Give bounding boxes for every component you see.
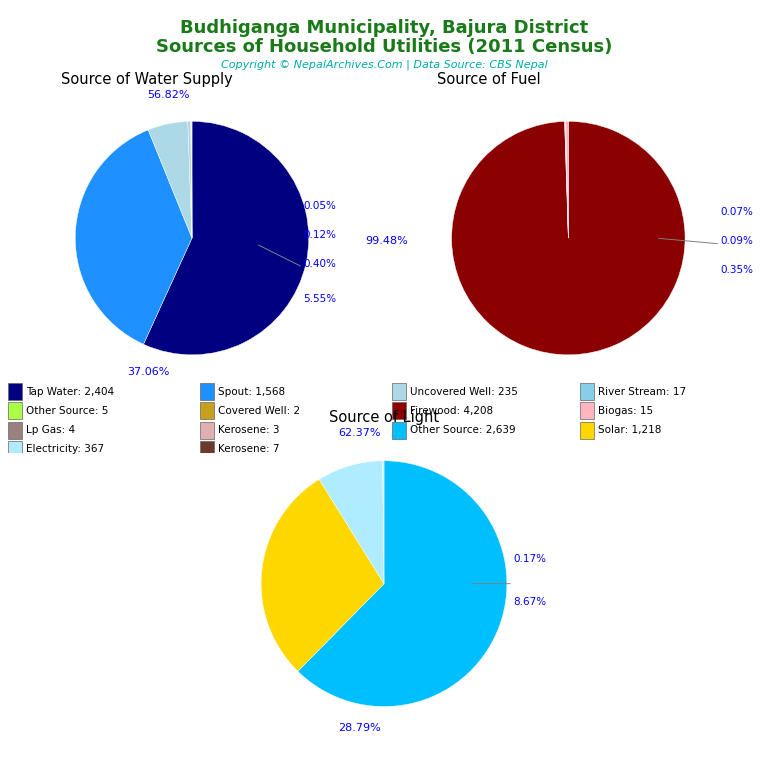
Text: Biogas: 15: Biogas: 15	[598, 406, 654, 416]
Text: 56.82%: 56.82%	[147, 90, 190, 100]
Bar	[580, 383, 594, 400]
Wedge shape	[148, 121, 192, 238]
Wedge shape	[144, 121, 309, 355]
Bar	[200, 383, 214, 400]
Text: 37.06%: 37.06%	[127, 367, 170, 377]
Text: Source of Fuel: Source of Fuel	[437, 72, 541, 87]
Wedge shape	[382, 461, 384, 584]
Text: Uncovered Well: 235: Uncovered Well: 235	[410, 386, 518, 397]
Bar	[200, 402, 214, 419]
Bar	[8, 383, 22, 400]
Text: 0.12%: 0.12%	[303, 230, 336, 240]
Bar	[392, 383, 406, 400]
Bar	[580, 402, 594, 419]
Wedge shape	[565, 121, 568, 238]
Wedge shape	[452, 121, 685, 355]
Text: River Stream: 17: River Stream: 17	[598, 386, 687, 397]
Text: Solar: 1,218: Solar: 1,218	[598, 425, 662, 435]
Bar	[580, 422, 594, 439]
Text: Other Source: 5: Other Source: 5	[26, 406, 108, 416]
Text: 0.35%: 0.35%	[720, 265, 753, 275]
Text: 0.17%: 0.17%	[513, 554, 546, 564]
Text: 28.79%: 28.79%	[338, 723, 381, 733]
Text: 5.55%: 5.55%	[303, 294, 336, 304]
Text: Tap Water: 2,404: Tap Water: 2,404	[26, 386, 114, 397]
Text: 62.37%: 62.37%	[338, 429, 381, 439]
Bar	[392, 402, 406, 419]
Text: Covered Well: 2: Covered Well: 2	[218, 406, 300, 416]
Text: 0.09%: 0.09%	[720, 236, 753, 246]
Bar	[200, 441, 214, 458]
Text: Lp Gas: 4: Lp Gas: 4	[26, 425, 75, 435]
Text: Budhiganga Municipality, Bajura District: Budhiganga Municipality, Bajura District	[180, 19, 588, 37]
Wedge shape	[261, 479, 384, 671]
Text: 0.40%: 0.40%	[303, 260, 336, 270]
Wedge shape	[298, 461, 507, 707]
Wedge shape	[188, 121, 192, 238]
Text: Source of Water Supply: Source of Water Supply	[61, 72, 233, 87]
Text: Electricity: 367: Electricity: 367	[26, 444, 104, 455]
Text: 99.48%: 99.48%	[365, 236, 408, 246]
Title: Source of Light: Source of Light	[329, 410, 439, 425]
Bar	[8, 422, 22, 439]
Bar	[8, 441, 22, 458]
Text: Other Source: 2,639: Other Source: 2,639	[410, 425, 516, 435]
Wedge shape	[190, 121, 192, 238]
Text: 0.05%: 0.05%	[303, 201, 336, 211]
Text: Firewood: 4,208: Firewood: 4,208	[410, 406, 493, 416]
Text: Copyright © NepalArchives.Com | Data Source: CBS Nepal: Copyright © NepalArchives.Com | Data Sou…	[220, 60, 548, 71]
Wedge shape	[566, 121, 568, 238]
Wedge shape	[564, 121, 568, 238]
Bar	[8, 402, 22, 419]
Bar	[200, 422, 214, 439]
Wedge shape	[75, 130, 192, 344]
Wedge shape	[319, 461, 384, 584]
Text: Spout: 1,568: Spout: 1,568	[218, 386, 285, 397]
Text: Sources of Household Utilities (2011 Census): Sources of Household Utilities (2011 Cen…	[156, 38, 612, 56]
Text: 0.07%: 0.07%	[720, 207, 753, 217]
Text: Kerosene: 7: Kerosene: 7	[218, 444, 280, 455]
Text: Kerosene: 3: Kerosene: 3	[218, 425, 280, 435]
Bar	[392, 422, 406, 439]
Text: 8.67%: 8.67%	[513, 598, 546, 607]
